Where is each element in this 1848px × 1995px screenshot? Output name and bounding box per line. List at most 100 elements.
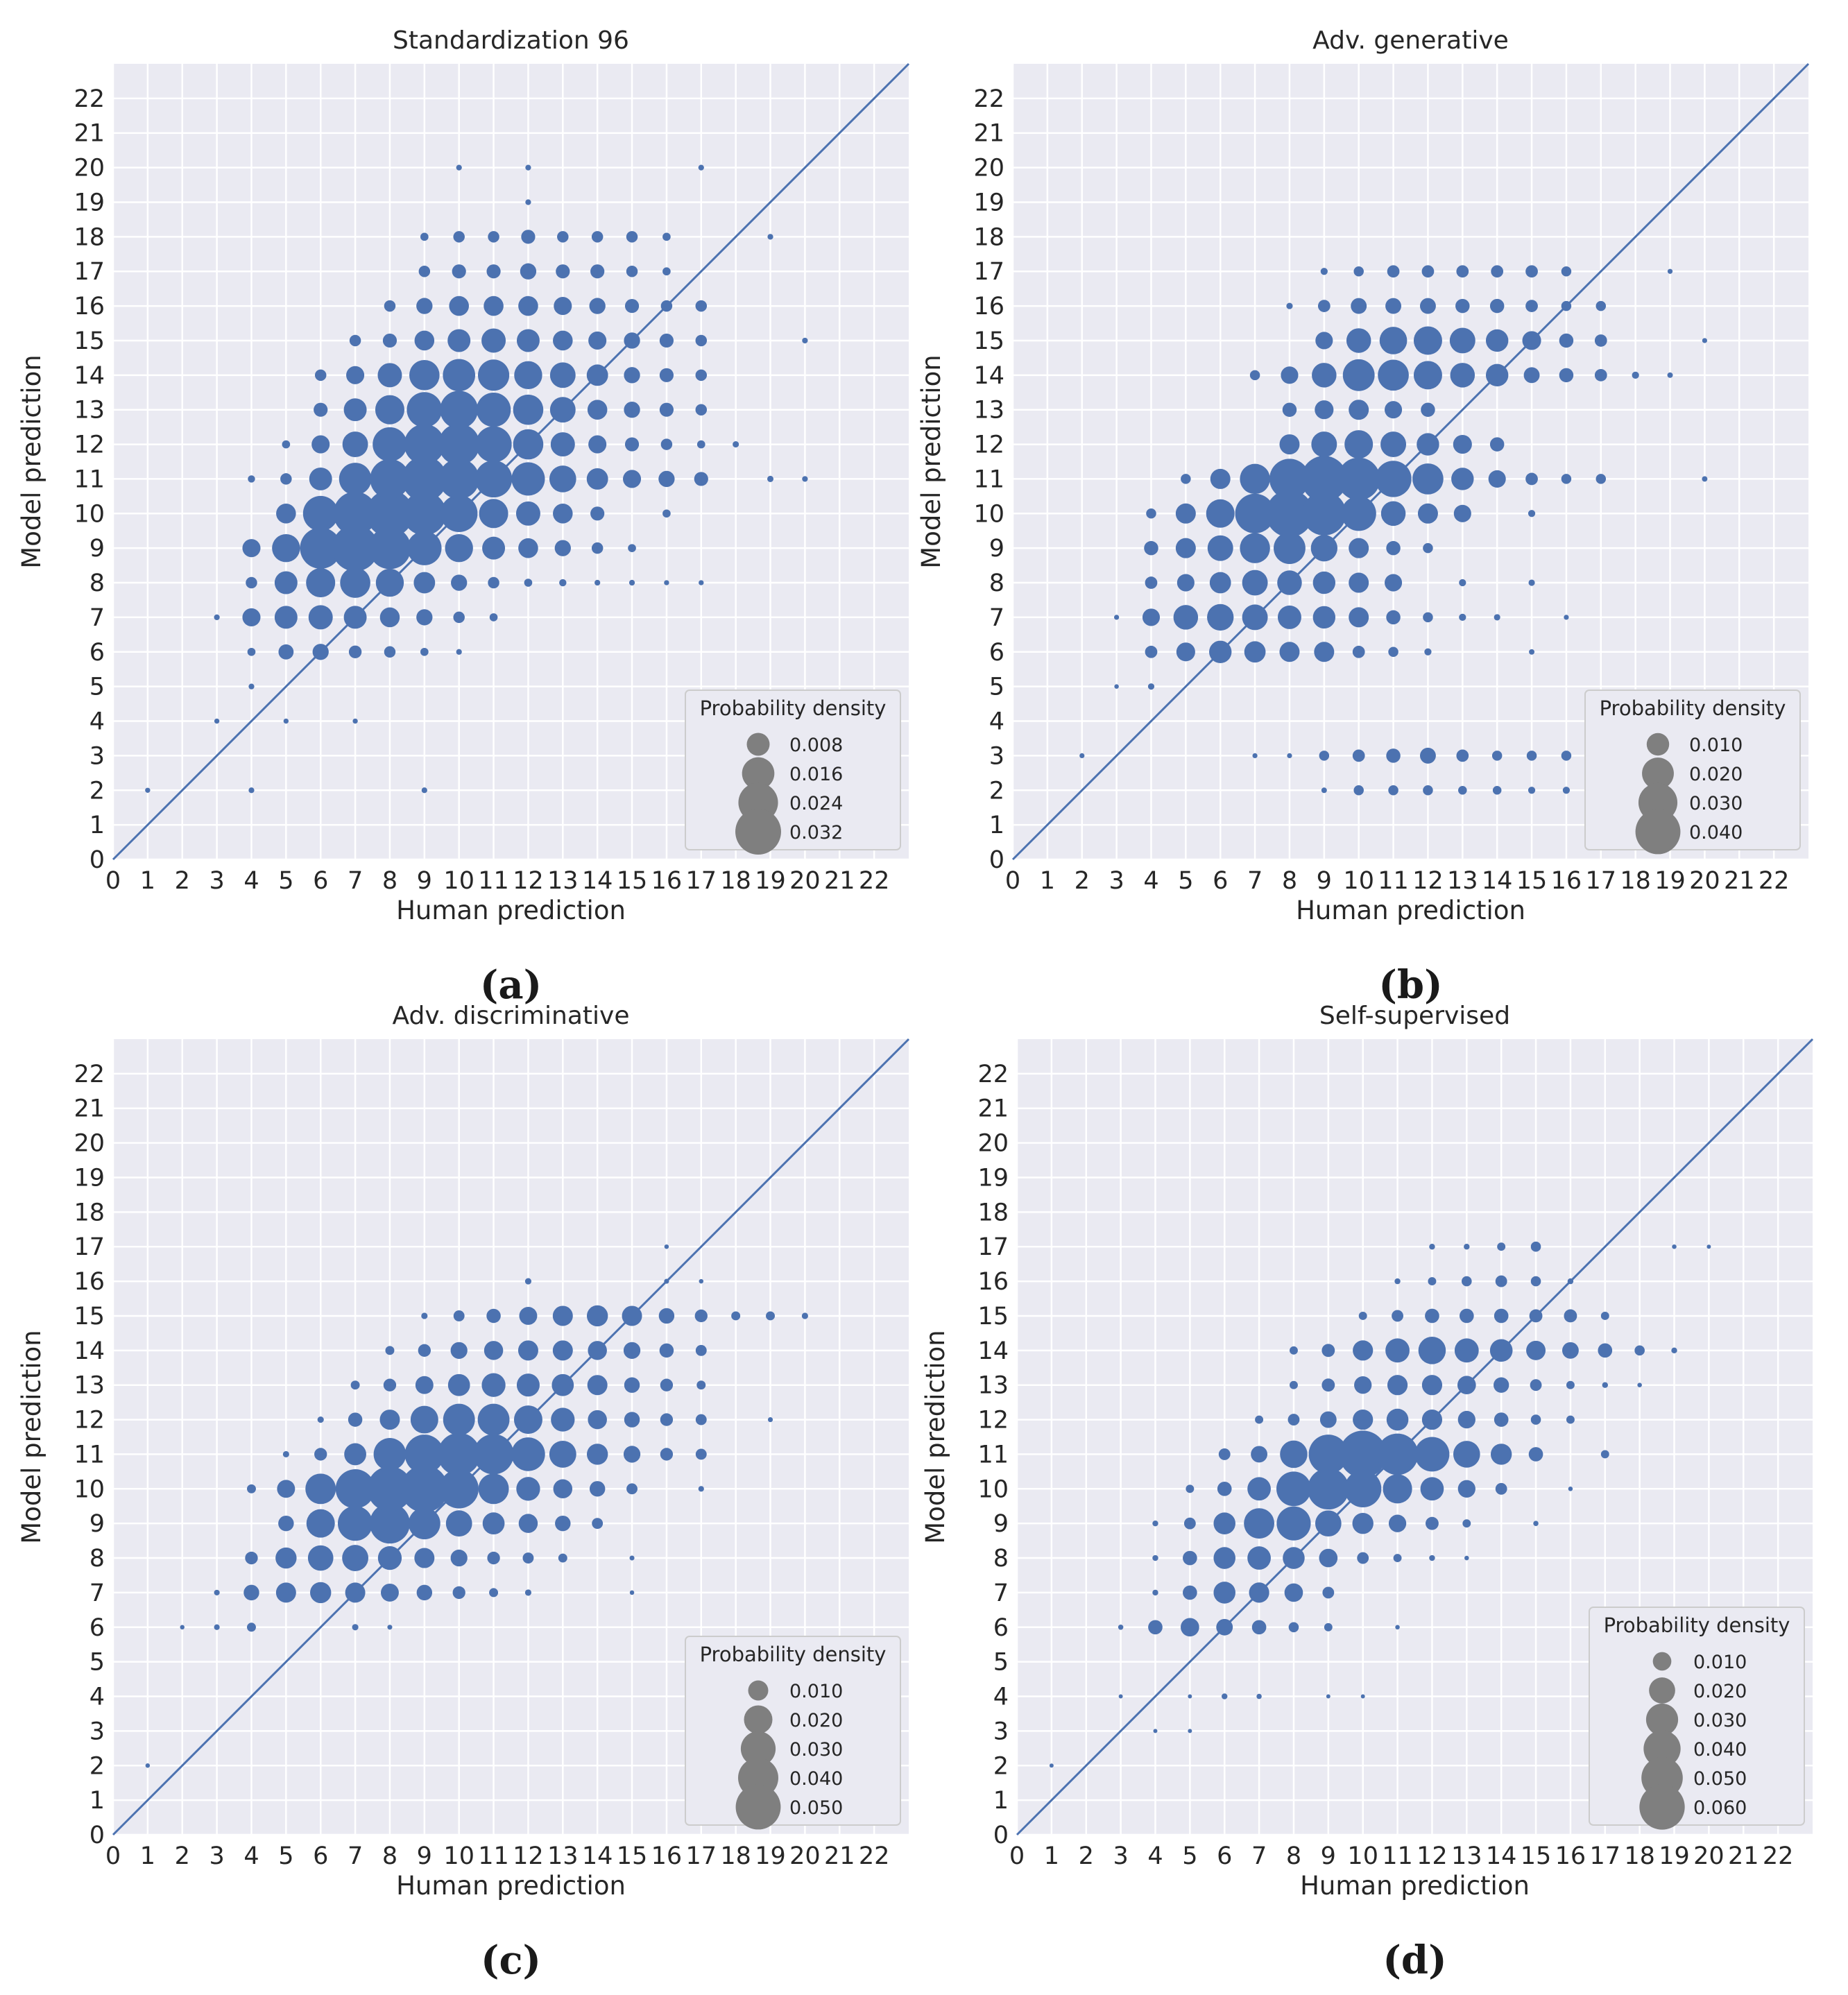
data-point [1247, 1546, 1271, 1570]
data-point [1417, 433, 1439, 456]
legend-label: 0.030 [1693, 1710, 1747, 1731]
data-point [518, 296, 538, 316]
data-point [302, 495, 339, 531]
data-point [1213, 1512, 1235, 1534]
legend: Probability density 0.010 0.020 0.030 0.040 [1584, 690, 1801, 855]
data-point [345, 1582, 366, 1603]
data-point [1667, 372, 1673, 378]
data-point [1429, 1243, 1435, 1250]
data-point [348, 645, 362, 659]
x-tick-label: 16 [651, 1842, 683, 1870]
y-tick-label: 6 [89, 639, 105, 667]
data-point [1326, 1694, 1331, 1699]
x-tick-label: 17 [686, 1842, 717, 1870]
data-point [1637, 1382, 1642, 1387]
y-tick-label: 17 [973, 258, 1004, 286]
data-point [518, 538, 538, 558]
data-point [513, 394, 544, 425]
y-tick-label: 5 [993, 1649, 1009, 1677]
panel-label: (d) [1383, 1937, 1446, 1983]
y-tick-label: 16 [74, 1268, 105, 1296]
data-point [367, 1466, 413, 1512]
data-point [1561, 266, 1572, 277]
x-tick-label: 16 [1551, 867, 1582, 895]
data-point [590, 264, 605, 279]
x-tick-label: 22 [859, 1842, 890, 1870]
y-axis-label: Model prediction [17, 1330, 46, 1543]
data-point [477, 359, 510, 391]
data-point [1315, 400, 1334, 420]
data-point [1147, 683, 1155, 690]
legend-label: 0.050 [1693, 1768, 1747, 1790]
x-tick-label: 6 [1217, 1842, 1232, 1870]
data-point [1380, 431, 1407, 458]
data-point [476, 392, 511, 427]
data-point [517, 1340, 538, 1361]
x-tick-label: 7 [348, 867, 363, 895]
data-point [524, 1589, 532, 1596]
data-point [1489, 298, 1505, 314]
data-point [306, 1509, 335, 1538]
data-point [550, 432, 575, 457]
y-tick-label: 18 [973, 223, 1004, 251]
data-point [1221, 1693, 1228, 1699]
data-point [516, 329, 540, 352]
data-point [1349, 607, 1369, 628]
data-point [243, 1584, 259, 1601]
data-point [694, 1309, 708, 1323]
data-point [1216, 1618, 1233, 1636]
data-point [660, 1378, 674, 1392]
data-point [282, 440, 291, 449]
legend-marker [1635, 809, 1681, 855]
data-point [767, 475, 774, 482]
data-point [1240, 463, 1270, 495]
data-point [352, 718, 358, 724]
data-point [549, 1440, 576, 1468]
data-point [1206, 499, 1235, 528]
data-point [400, 1465, 448, 1513]
data-point [340, 567, 370, 598]
data-point [664, 580, 669, 585]
data-point [335, 1469, 375, 1509]
y-tick-label: 13 [74, 1372, 105, 1400]
y-tick-label: 7 [89, 604, 105, 632]
x-tick-label: 8 [382, 1842, 397, 1870]
data-point [1383, 1474, 1412, 1504]
data-point [1562, 1342, 1579, 1359]
data-point [586, 1444, 608, 1465]
y-tick-label: 20 [74, 155, 105, 182]
data-point [1213, 1547, 1235, 1569]
data-point [1464, 1243, 1470, 1250]
data-point [696, 1380, 706, 1390]
data-point [1324, 1622, 1333, 1632]
x-tick-label: 1 [1040, 867, 1055, 895]
data-point [766, 1311, 776, 1321]
data-point [1421, 1409, 1443, 1430]
data-point [1319, 1548, 1338, 1568]
data-point [305, 1473, 336, 1505]
data-point [438, 459, 479, 499]
data-point [278, 1515, 294, 1532]
data-point [447, 329, 471, 352]
data-point [314, 402, 328, 417]
x-tick-label: 20 [789, 867, 821, 895]
y-tick-label: 1 [89, 1787, 105, 1815]
x-tick-label: 3 [209, 1842, 224, 1870]
x-tick-label: 13 [547, 1842, 579, 1870]
data-point [282, 1450, 289, 1458]
legend-label: 0.040 [1693, 1739, 1747, 1761]
data-point [375, 395, 404, 425]
data-point [489, 1588, 499, 1598]
data-point [1244, 641, 1266, 663]
x-tick-label: 14 [1486, 1842, 1517, 1870]
y-tick-label: 1 [989, 812, 1004, 839]
data-point [1181, 474, 1191, 484]
data-point [452, 264, 466, 279]
data-point [1049, 1763, 1054, 1768]
data-point [452, 1586, 465, 1600]
panel-b: 0011223344556677889910101111121213131414… [916, 26, 1810, 1008]
x-tick-label: 4 [1147, 1842, 1163, 1870]
data-point [1634, 1345, 1645, 1356]
data-point [662, 267, 671, 276]
